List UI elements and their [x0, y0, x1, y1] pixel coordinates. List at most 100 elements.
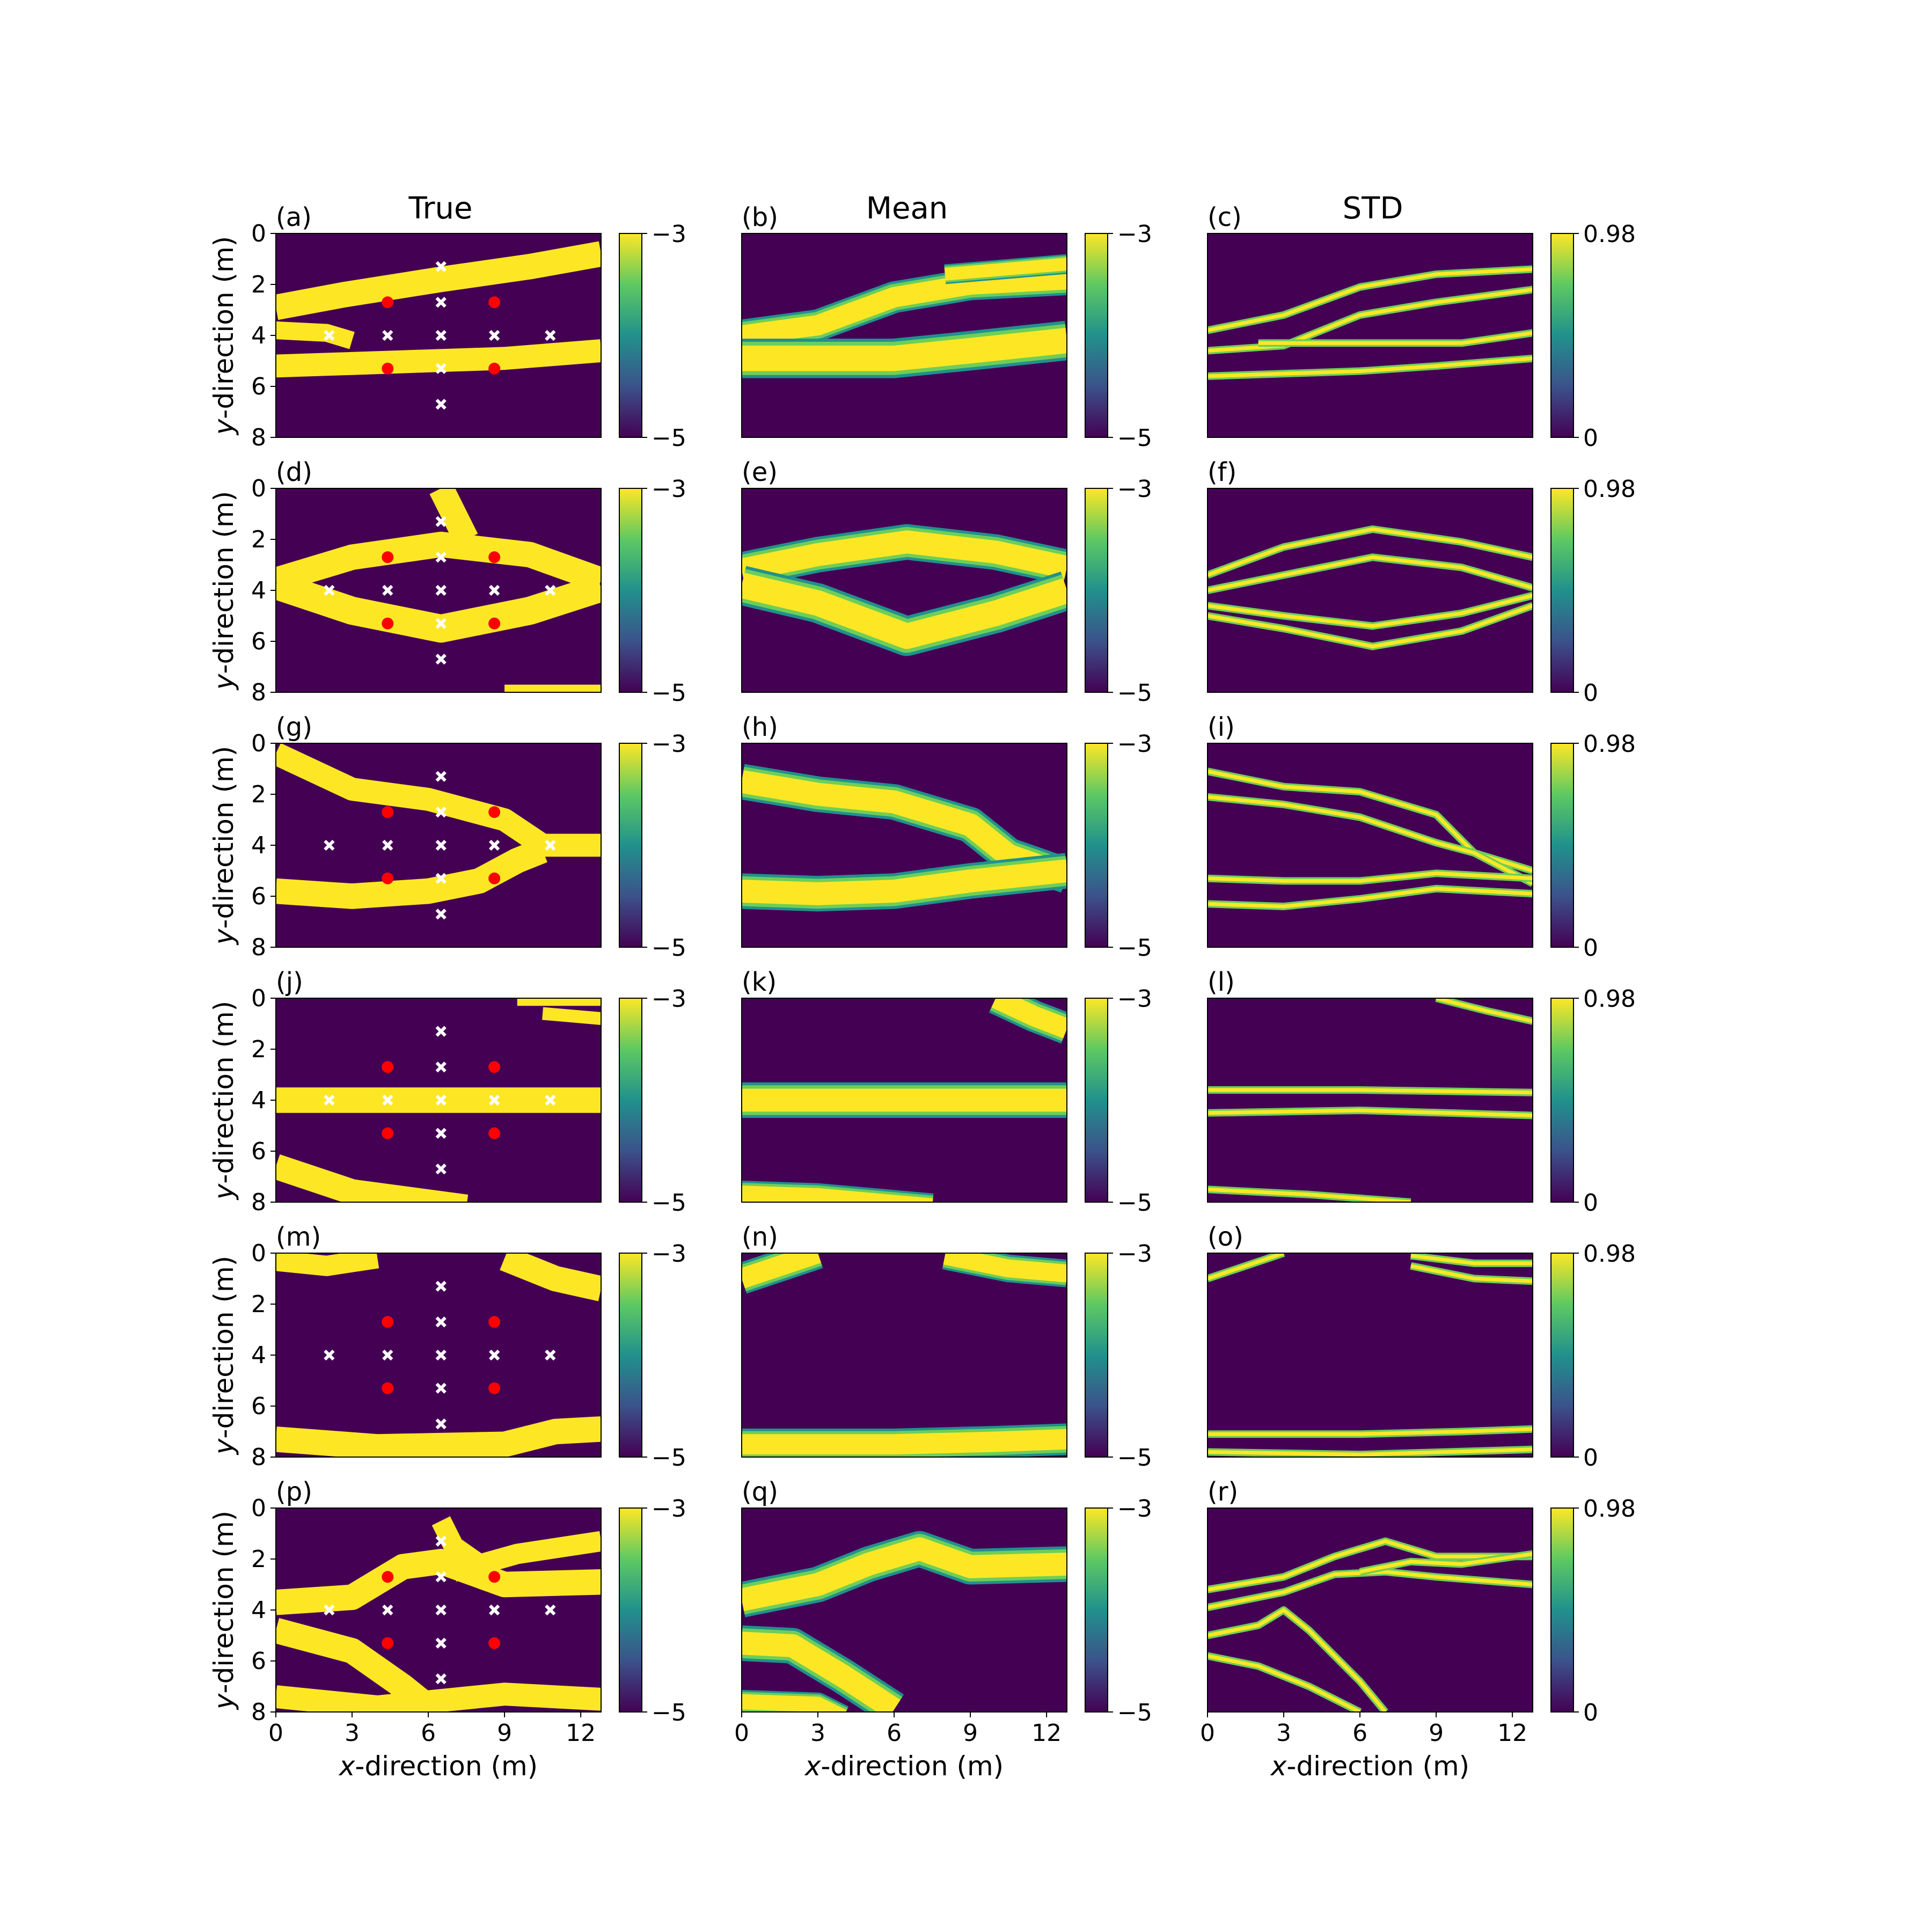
y-axis-label: y-direction (m)	[208, 1256, 239, 1455]
channel-layer	[1208, 767, 1533, 910]
panel-q: (q) 0 3 6 9 12 x-direction (m) −3 −5	[734, 1477, 1152, 1782]
sensor-marker-cross	[382, 1094, 393, 1106]
panel-frame	[1207, 1253, 1533, 1458]
sensor-marker-cross	[435, 771, 447, 782]
channel-band	[429, 488, 478, 545]
y-tick-label: 4	[251, 577, 266, 604]
sensor-marker-cross	[435, 807, 447, 818]
colorbar	[619, 1253, 642, 1458]
channel-layer	[276, 241, 601, 410]
std-boundary	[1208, 1108, 1533, 1117]
panel-label: (r)	[1208, 1477, 1238, 1507]
panel-l: (l) 0.98 0	[1207, 967, 1636, 1217]
sensor-marker-cross	[489, 1604, 500, 1616]
measurement-marker-dot	[382, 1571, 394, 1583]
colorbar-min-label: 0	[1583, 1189, 1598, 1217]
x-axis-label-var: x	[804, 1751, 821, 1782]
colorbar	[1085, 743, 1108, 948]
sensor-marker-cross	[324, 1349, 335, 1361]
std-boundary	[1208, 267, 1533, 332]
x-tick-label: 12	[566, 1719, 596, 1747]
colorbar-max-label: 0.98	[1583, 1240, 1636, 1268]
column-title-std: STD	[1343, 191, 1403, 226]
y-axis-label-rest: -direction (m)	[208, 1511, 239, 1694]
sensor-marker-cross	[545, 1094, 556, 1106]
channel-band	[276, 1416, 601, 1457]
colorbar-min-label: −5	[1117, 1699, 1152, 1726]
colorbar	[1085, 1507, 1108, 1713]
measurement-marker-dot	[488, 296, 501, 309]
mean-channel	[944, 258, 1067, 281]
y-axis-label-var: y	[208, 1438, 239, 1455]
y-tick-label: 4	[251, 1342, 266, 1369]
sensor-marker-cross	[435, 399, 447, 410]
panel-label: (m)	[276, 1222, 321, 1252]
sensor-marker-cross	[489, 1349, 500, 1361]
y-tick-label: 8	[251, 1699, 266, 1726]
y-tick-label: 4	[251, 322, 266, 349]
measurement-marker-dot	[382, 362, 394, 375]
channel-band	[542, 1007, 601, 1025]
panel-frame	[741, 743, 1067, 948]
sensor-marker-cross	[435, 261, 447, 272]
sensor-marker-cross	[324, 839, 335, 851]
channel-band	[276, 572, 601, 643]
panel-label: (a)	[276, 202, 312, 232]
panel-label: (k)	[742, 967, 777, 997]
colorbar	[1550, 233, 1574, 438]
sensor-marker-cross	[435, 1094, 447, 1106]
sensor-marker-cross	[382, 839, 393, 851]
std-boundary	[1208, 1088, 1533, 1095]
y-tick-label: 8	[251, 1189, 266, 1216]
channel-layer	[1208, 1253, 1533, 1457]
panel-label: (e)	[742, 457, 778, 487]
colorbar-min-label: −5	[652, 1444, 686, 1472]
y-tick-label: 0	[251, 1240, 266, 1267]
x-tick-label: 6	[887, 1719, 902, 1747]
panel-f: (f) 0.98 0	[1207, 457, 1636, 707]
panel-o: (o) 0.98 0	[1207, 1222, 1636, 1472]
std-boundary	[1208, 1608, 1387, 1712]
panel-b: (b) −3 −5	[741, 202, 1152, 452]
channel-layer	[1208, 998, 1533, 1202]
std-boundary	[1208, 1539, 1533, 1592]
x-tick-label: 9	[963, 1719, 978, 1747]
colorbar-max-label: 0.98	[1583, 730, 1636, 758]
sensor-marker-cross	[435, 1026, 447, 1037]
colorbar-min-label: −5	[652, 679, 686, 707]
colorbar	[1550, 488, 1574, 693]
panel-label: (h)	[742, 712, 778, 742]
colorbar	[619, 488, 642, 693]
std-boundary	[1436, 998, 1533, 1023]
channel-band	[276, 1682, 601, 1712]
sensor-marker-cross	[435, 839, 447, 851]
channel-layer	[1208, 525, 1533, 650]
measurement-marker-dot	[488, 1061, 501, 1073]
colorbar	[619, 998, 642, 1203]
panel-background	[742, 1253, 1067, 1457]
colorbar-min-label: 0	[1583, 425, 1598, 452]
y-tick-label: 2	[251, 1546, 266, 1573]
channel-layer	[276, 1516, 601, 1712]
sensor-marker-cross	[435, 1280, 447, 1292]
panel-e: (e) −3 −5	[741, 457, 1152, 707]
panel-frame	[741, 233, 1067, 438]
sensor-marker-cross	[435, 552, 447, 563]
std-boundary	[1208, 795, 1533, 885]
sensor-marker-cross	[435, 1128, 447, 1139]
channel-layer	[742, 998, 1067, 1202]
colorbar	[619, 233, 642, 438]
sensor-marker-cross	[382, 584, 393, 596]
colorbar-min-label: −5	[1117, 1189, 1152, 1217]
colorbar-min-label: −5	[1117, 425, 1152, 452]
panel-background	[1208, 1508, 1533, 1712]
panel-frame	[1207, 998, 1533, 1203]
panel-label: (d)	[276, 457, 312, 487]
y-axis-label-var: y	[208, 928, 239, 946]
mean-channel	[742, 573, 1067, 649]
